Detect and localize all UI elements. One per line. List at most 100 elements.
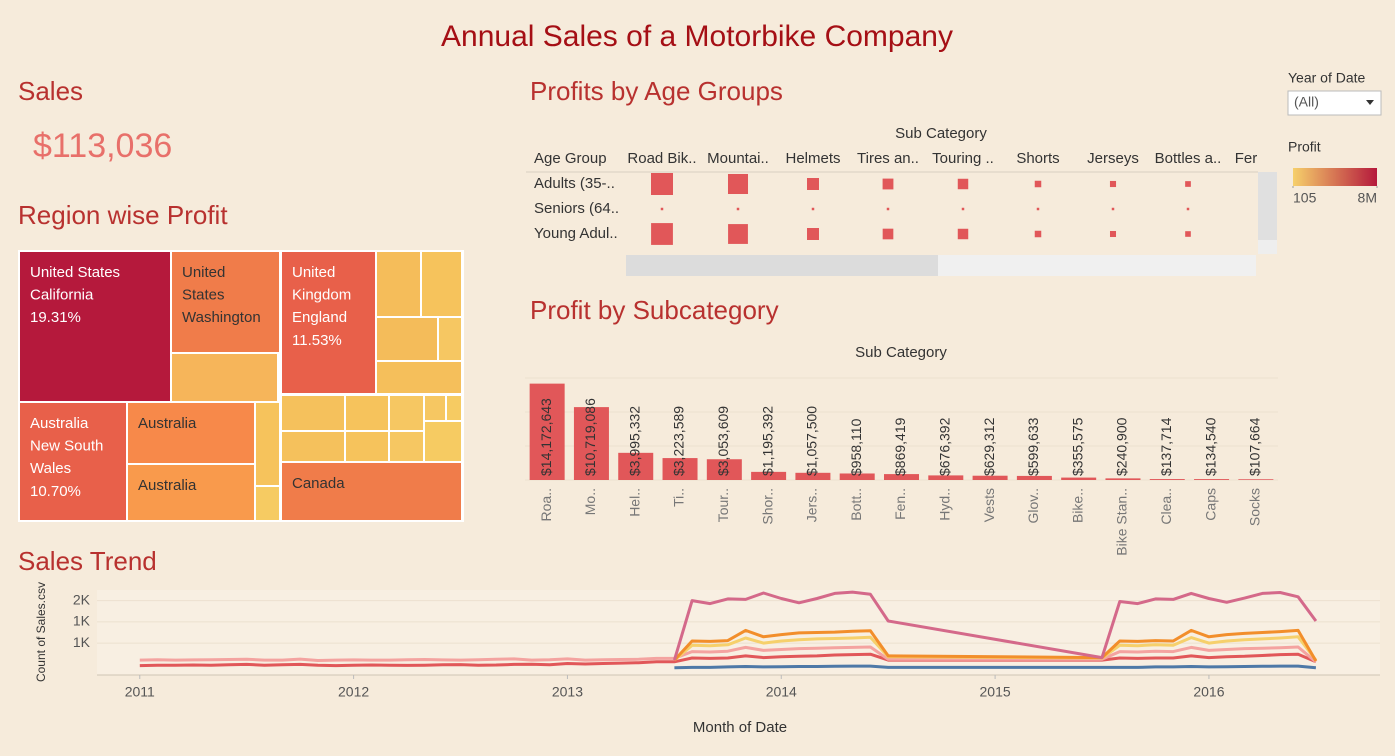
x-tick-label: 2013 (552, 684, 583, 700)
column-label: Road Bik.. (627, 150, 696, 167)
chart-title: Profits by Age Groups (530, 76, 783, 106)
matrix-mark (957, 228, 969, 240)
x-tick-label: 2012 (338, 684, 369, 700)
treemap-label: United (292, 264, 335, 281)
bar-value-label: $240,900 (1114, 417, 1130, 476)
treemap-cell (447, 396, 461, 420)
scrollbar[interactable] (626, 255, 938, 276)
treemap-cell (20, 403, 126, 520)
bar (839, 473, 875, 480)
matrix-mark (1109, 230, 1117, 238)
x-tick-label: Clea.. (1158, 488, 1174, 525)
bar (1149, 479, 1185, 480)
x-tick-label: Hel.. (626, 488, 642, 517)
line-series (672, 590, 1318, 661)
y-tick-label: 1K (73, 613, 91, 629)
column-label: Fer (1235, 150, 1258, 167)
treemap-cell (282, 432, 344, 461)
bar-value-label: $107,664 (1247, 417, 1263, 476)
legend-tick-label: 8M (1358, 190, 1377, 206)
bar-value-label: $599,633 (1025, 417, 1041, 476)
matrix-mark (1036, 207, 1040, 211)
legend-gradient (1293, 168, 1377, 186)
treemap-cell (256, 487, 279, 520)
column-label: Mountai.. (707, 150, 769, 167)
bar-value-label: $3,223,589 (671, 406, 687, 476)
bar-value-label: $134,540 (1202, 417, 1218, 476)
matrix-mark (1185, 181, 1191, 187)
filter-label: Year of Date (1288, 70, 1366, 86)
x-tick-label: Vests (981, 488, 997, 522)
treemap-cell (172, 252, 279, 352)
treemap-label: England (292, 309, 347, 326)
bar-value-label: $3,053,609 (715, 406, 731, 476)
bar (1194, 479, 1230, 480)
legend-tick-label: 105 (1293, 190, 1317, 206)
column-label: Shorts (1016, 150, 1059, 167)
x-tick-label: Bike Stan.. (1114, 488, 1130, 556)
treemap-cell (390, 396, 423, 430)
column-label: Helmets (785, 150, 840, 167)
matrix-mark (1109, 180, 1117, 188)
x-tick-label: Fen.. (892, 488, 908, 520)
treemap-label: United (182, 264, 225, 281)
treemap-cell (377, 318, 437, 360)
bar-value-label: $10,719,086 (582, 398, 598, 476)
treemap-cell (422, 252, 461, 316)
treemap-cell (425, 396, 445, 420)
treemap-cell (282, 463, 461, 520)
bar-value-label: $14,172,643 (538, 398, 554, 476)
bar (1061, 477, 1097, 480)
treemap-label: Washington (182, 309, 261, 326)
kpi-value: $113,036 (33, 127, 172, 165)
x-tick-label: Socks (1247, 488, 1263, 526)
bar (928, 475, 964, 480)
x-tick-label: Bike.. (1069, 488, 1085, 523)
x-tick-label: Shor.. (759, 488, 775, 525)
treemap-cell (390, 432, 423, 461)
treemap-cell (256, 403, 279, 485)
x-tick-label: Hyd.. (936, 488, 952, 521)
column-label: Jerseys (1087, 150, 1139, 167)
treemap-cell (346, 396, 388, 430)
treemap-cell (128, 403, 254, 463)
bar (573, 407, 609, 480)
treemap-label: Australia (138, 415, 197, 432)
dropdown-value[interactable]: (All) (1294, 94, 1319, 110)
bar (706, 459, 742, 480)
matrix-mark (811, 207, 815, 211)
matrix-mark (882, 178, 894, 190)
matrix-mark (1111, 207, 1115, 211)
treemap-cell (377, 252, 420, 316)
dropdown-box[interactable] (1287, 90, 1382, 116)
filter-dropdown[interactable]: (All) (1287, 90, 1382, 116)
line-series (673, 628, 1318, 662)
matrix-mark (660, 207, 664, 211)
column-header: Sub Category (895, 125, 987, 142)
scrollbar-track (938, 255, 1256, 276)
x-tick-label: Tour.. (715, 488, 731, 522)
row-label: Young Adul.. (534, 225, 618, 242)
legend-title: Profit (1288, 139, 1321, 155)
chart-title: Region wise Profit (18, 200, 228, 230)
matrix-mark (807, 228, 819, 240)
bar-value-label: $629,312 (981, 417, 997, 476)
bar (529, 383, 565, 480)
matrix-mark (728, 224, 748, 244)
y-tick-label: 2K (73, 591, 91, 607)
treemap-cell (128, 465, 254, 520)
row-label: Seniors (64.. (534, 200, 619, 217)
column-label: Tires an.. (857, 150, 919, 167)
treemap-cell (377, 362, 461, 393)
matrix-mark (1034, 180, 1042, 188)
treemap-label: States (182, 287, 225, 304)
bar-value-label: $355,575 (1069, 417, 1085, 476)
bar-value-label: $869,419 (892, 417, 908, 476)
scrollbar[interactable] (1258, 172, 1277, 240)
treemap-label: Wales (30, 460, 71, 477)
x-tick-label: Jers.. (804, 488, 820, 522)
treemap-cell (346, 432, 388, 461)
dropdown-arrow[interactable] (1366, 100, 1374, 105)
